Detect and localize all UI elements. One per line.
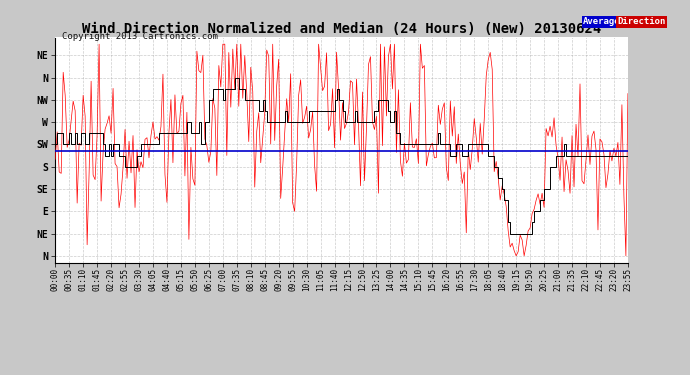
Title: Wind Direction Normalized and Median (24 Hours) (New) 20130624: Wind Direction Normalized and Median (24… [82, 22, 601, 36]
Text: Direction: Direction [618, 17, 666, 26]
Text: Average: Average [583, 17, 621, 26]
Text: Copyright 2013 Cartronics.com: Copyright 2013 Cartronics.com [62, 32, 218, 41]
